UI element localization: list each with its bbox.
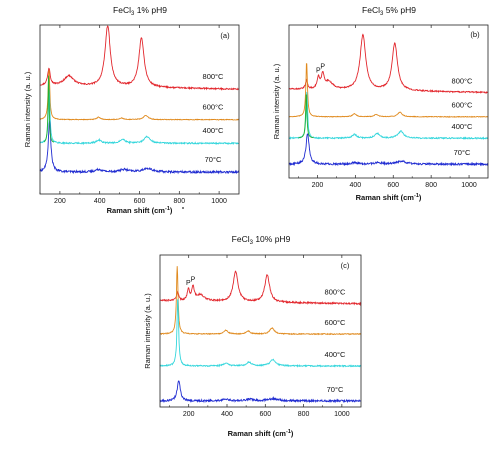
series-label: 600°C	[325, 318, 347, 327]
x-tick-label: 400	[349, 182, 361, 189]
y-axis-label: Raman intensity (a. u.)	[143, 293, 152, 369]
panel-a: FeCl3 1% pH9 800°C 600°C 400°C 70°C 200 400 600…	[23, 5, 240, 215]
series-line	[159, 270, 362, 307]
series-line	[298, 94, 314, 139]
x-tick-label: 200	[312, 182, 324, 189]
x-tick-label: 400	[94, 198, 106, 205]
x-tick-label: 400	[221, 411, 233, 418]
series-label: 70°C	[454, 148, 471, 157]
x-tick-label: 800	[298, 411, 310, 418]
series-label: 70°C	[327, 385, 344, 394]
chart-title: FeCl3 10% pH9	[232, 234, 291, 246]
x-tick-label: 1000	[461, 182, 477, 189]
series-line	[39, 69, 240, 121]
x-tick-label: 1000	[334, 411, 350, 418]
series-line	[39, 25, 239, 91]
x-tick-label: 200	[54, 198, 66, 205]
series-label: 70°C	[205, 155, 222, 164]
panel-label: (c)	[341, 261, 350, 270]
x-tick-label: 600	[259, 411, 271, 418]
series-line	[160, 266, 362, 336]
chart-title: FeCl3 1% pH9	[113, 5, 167, 17]
x-axis-label: Raman shift (cm-1)	[356, 193, 422, 202]
axis-frame	[288, 24, 489, 179]
x-tick-label: 600	[387, 182, 399, 189]
y-axis-label: Raman intensity (a. u.)	[272, 63, 281, 139]
peak-annotation: P	[320, 63, 325, 70]
x-axis-label: Raman shift (cm-1)	[228, 429, 294, 438]
y-axis-label: Raman intensity (a. u.)	[23, 71, 32, 147]
stray-dot	[182, 207, 184, 209]
x-tick-label: 600	[134, 198, 146, 205]
peak-annotation: P	[186, 280, 191, 287]
series-label: 600°C	[203, 103, 225, 112]
panel-label: (b)	[470, 30, 480, 39]
series-label: 800°C	[452, 76, 474, 85]
panel-label: (a)	[220, 31, 230, 40]
series-line	[43, 75, 55, 143]
peak-annotation: P	[191, 277, 196, 284]
series-line	[39, 120, 240, 175]
series-label: 400°C	[203, 126, 225, 135]
series-line	[288, 133, 489, 167]
series-label: 400°C	[452, 122, 474, 131]
series-line	[288, 33, 489, 94]
x-axis-label: Raman shift (cm-1)	[107, 206, 173, 215]
series-line	[159, 299, 362, 368]
series-line	[288, 91, 489, 140]
x-tick-label: 200	[183, 411, 195, 418]
peak-annotation: P	[316, 67, 321, 74]
series-line	[159, 380, 362, 404]
x-tick-label: 1000	[211, 198, 227, 205]
series-line	[39, 89, 240, 146]
x-tick-label: 800	[173, 198, 185, 205]
panel-b: FeCl3 5% pH9 800°C 600°C 400°C 70°C PP 200 400 6…	[272, 5, 489, 202]
series-label: 800°C	[325, 288, 347, 297]
chart-title: FeCl3 5% pH9	[362, 5, 416, 17]
series-label: 600°C	[452, 101, 474, 110]
x-tick-label: 800	[425, 182, 437, 189]
series-label: 800°C	[203, 72, 225, 81]
axis-frame	[159, 254, 362, 408]
series-label: 400°C	[325, 350, 347, 359]
series-line	[288, 63, 489, 118]
panel-c: FeCl3 10% pH9 800°C 600°C 400°C 70°C P P 200 400…	[143, 234, 362, 438]
